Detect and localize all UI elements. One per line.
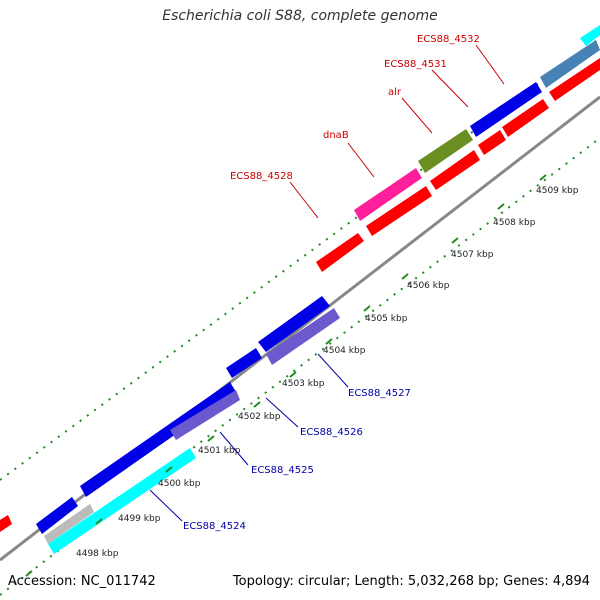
gene-feature-dnaB[interactable] (354, 168, 422, 221)
gene-label[interactable]: ECS88_4524 (183, 521, 246, 532)
gene-feature-forward[interactable] (0, 515, 12, 532)
tick-label: 4502 kbp (238, 412, 281, 422)
map-title: Escherichia coli S88, complete genome (162, 8, 438, 24)
tick-labels: 4498 kbp 4499 kbp 4500 kbp 4501 kbp 4502… (76, 186, 579, 559)
reverse-strand (36, 296, 340, 554)
gene-feature-alr[interactable] (418, 129, 473, 173)
gene-feature-grey[interactable] (44, 504, 94, 544)
gene-feature-reverse[interactable] (226, 348, 262, 378)
gene-feature-4524[interactable] (48, 448, 196, 554)
gene-feature-forward[interactable] (549, 58, 600, 101)
gene-feature-reverse[interactable] (36, 497, 78, 534)
tick-label: 4501 kbp (198, 446, 241, 456)
gene-feature-4527[interactable] (266, 308, 340, 365)
gene-feature-4531[interactable] (470, 82, 542, 137)
gene-feature-forward[interactable] (430, 150, 480, 190)
tick-label: 4499 kbp (118, 514, 161, 524)
tick-label: 4509 kbp (536, 186, 579, 196)
tick-label: 4503 kbp (282, 379, 325, 389)
tick-label: 4498 kbp (76, 549, 119, 559)
gene-label[interactable]: ECS88_4526 (300, 427, 363, 438)
gene-feature-forward[interactable] (366, 186, 432, 236)
gene-feature-forward[interactable] (478, 130, 506, 155)
tick-label: 4507 kbp (451, 250, 494, 260)
gene-label[interactable]: ECS88_4528 (230, 171, 293, 182)
gene-feature-reverse[interactable] (258, 296, 330, 352)
gene-label[interactable]: dnaB (323, 130, 349, 141)
gene-label[interactable]: ECS88_4525 (251, 465, 314, 476)
gene-label[interactable]: ECS88_4532 (417, 34, 480, 45)
genome-summary: Topology: circular; Length: 5,032,268 bp… (232, 574, 590, 589)
major-ticks (25, 174, 547, 577)
gene-feature-forward[interactable] (502, 99, 549, 137)
top-gene-labels: ECS88_4528 dnaB alr ECS88_4531 ECS88_453… (230, 34, 480, 182)
bottom-leader-lines (149, 353, 349, 522)
gene-label[interactable]: ECS88_4527 (348, 388, 411, 399)
tick-label: 4504 kbp (323, 346, 366, 356)
tick-label: 4500 kbp (158, 479, 201, 489)
gene-feature-4532[interactable] (540, 40, 600, 88)
tick-label: 4506 kbp (407, 281, 450, 291)
gene-feature-cyan-edge[interactable] (580, 25, 600, 46)
forward-strand (0, 25, 600, 532)
gene-label[interactable]: alr (388, 87, 402, 98)
gene-feature-reverse[interactable] (80, 382, 236, 497)
accession-text: Accession: NC_011742 (8, 574, 156, 589)
bottom-gene-labels: ECS88_4524 ECS88_4525 ECS88_4526 ECS88_4… (183, 388, 411, 532)
gene-label[interactable]: ECS88_4531 (384, 59, 447, 70)
gene-feature-4526[interactable] (170, 390, 240, 440)
tick-label: 4505 kbp (365, 314, 408, 324)
tick-label: 4508 kbp (493, 218, 536, 228)
top-leader-lines (289, 44, 505, 219)
gene-feature-forward[interactable] (316, 233, 364, 272)
